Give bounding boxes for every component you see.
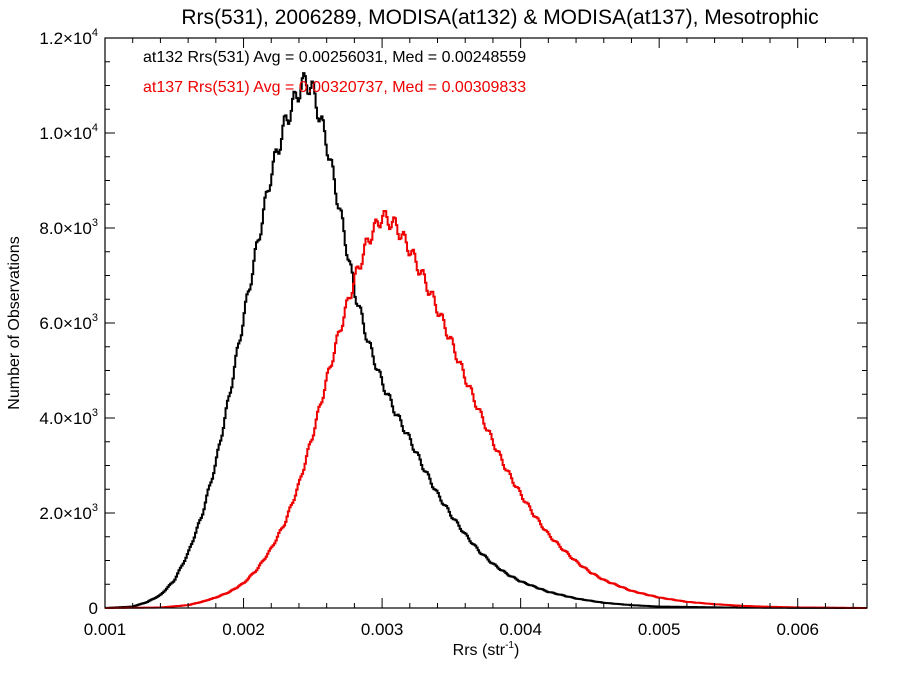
x-tick-label: 0.003 xyxy=(361,620,404,639)
chart-title: Rrs(531), 2006289, MODISA(at132) & MODIS… xyxy=(181,6,818,29)
y-tick-label: 1.2×104 xyxy=(39,27,98,48)
histogram-series-at137 xyxy=(105,209,867,609)
y-tick-label: 2.0×103 xyxy=(39,502,98,523)
plot-area xyxy=(105,72,867,609)
x-tick-label: 0.006 xyxy=(776,620,819,639)
histogram-series-at132 xyxy=(105,72,867,609)
series-annotation-at137: at137 Rrs(531) Avg = 0.00320737, Med = 0… xyxy=(143,79,526,96)
x-tick-label: 0.001 xyxy=(84,620,127,639)
series-annotation-at132: at132 Rrs(531) Avg = 0.00256031, Med = 0… xyxy=(143,49,526,66)
y-tick-label: 8.0×103 xyxy=(39,217,98,238)
x-tick-label: 0.002 xyxy=(222,620,265,639)
x-tick-label: 0.005 xyxy=(638,620,681,639)
y-tick-label: 0 xyxy=(89,599,98,618)
y-tick-label: 6.0×103 xyxy=(39,312,98,333)
y-tick-label: 4.0×103 xyxy=(39,407,98,428)
plot-frame xyxy=(104,37,868,609)
x-axis: 0.001 0.002 0.003 0.004 0.005 0.006 xyxy=(84,38,854,639)
y-tick-label: 1.0×104 xyxy=(39,122,98,143)
x-axis-title: Rrs (str-1) xyxy=(453,640,520,659)
y-axis-title: Number of Observations xyxy=(6,236,23,409)
x-tick-label: 0.004 xyxy=(499,620,542,639)
y-axis: 0 2.0×103 4.0×103 6.0×103 8.0×103 1.0×104 1.2×… xyxy=(39,27,867,618)
